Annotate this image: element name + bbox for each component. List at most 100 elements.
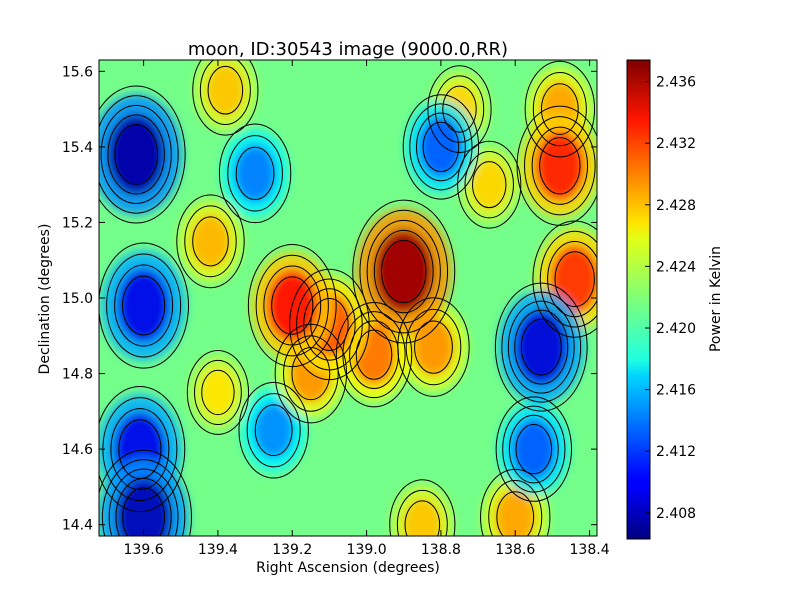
contour-ring (532, 220, 597, 338)
x-tick-label: 139.2 (272, 542, 312, 558)
contour-ring (494, 282, 588, 412)
contour-ring (186, 350, 250, 435)
contour-ring (192, 216, 229, 267)
contour-ring (409, 103, 473, 191)
heat-feature (418, 116, 464, 178)
plot-area (99, 60, 597, 536)
contour-ring (115, 478, 172, 536)
x-tick-label: 139.4 (198, 542, 238, 558)
colorbar-tick-label: 2.428 (656, 198, 696, 214)
heat-feature (206, 63, 245, 117)
contour-ring (520, 318, 562, 376)
contour-ring (201, 369, 235, 416)
contour-ring (218, 123, 292, 224)
colorbar-tick-label: 2.416 (656, 383, 696, 399)
contour-ring (495, 396, 573, 502)
contour-ring (238, 381, 309, 479)
y-tick-label: 15.4 (62, 140, 93, 156)
colorbar-tick-label: 2.408 (656, 506, 696, 522)
contour-ring (176, 194, 245, 289)
contour-ring (539, 137, 581, 195)
contour-ring (502, 405, 566, 493)
contour-ring (539, 230, 597, 328)
contour-ring (106, 253, 182, 358)
y-tick-label: 15.0 (62, 291, 93, 307)
heat-feature (373, 229, 434, 314)
contour-ring (464, 150, 514, 219)
contour-ring (235, 146, 275, 200)
contour-ring (121, 275, 166, 336)
y-tick-label: 14.4 (62, 518, 93, 534)
heat-feature (107, 114, 165, 195)
contour-ring (199, 60, 251, 126)
contour-ring (349, 320, 399, 389)
contour-ring (404, 500, 441, 536)
contour-ring (110, 408, 170, 491)
contour-ring (472, 161, 507, 209)
contour-ring (514, 309, 569, 385)
contour-ring (303, 288, 356, 361)
chart-title: moon, ID:30543 image (9000.0,RR) (188, 39, 508, 60)
colorbar-ticks: 2.408 2.412 2.416 2.420 2.424 2.428 2.432 2.436 (645, 75, 696, 522)
colorbar (626, 59, 651, 540)
colorbar-tick-label: 2.424 (656, 259, 696, 275)
contour-ring (207, 65, 244, 115)
colorbar-label: Power in Kelvin (708, 246, 724, 352)
contour-ring (457, 140, 522, 229)
contour-ring (442, 85, 477, 133)
contour-ring (414, 320, 453, 374)
colorbar-tick-label: 2.412 (656, 444, 696, 460)
heat-feature (412, 318, 455, 377)
contour-ring (352, 199, 456, 344)
contour-ring (366, 219, 441, 324)
x-tick-label: 138.6 (495, 542, 535, 558)
heat-feature (403, 498, 442, 536)
contour-ring (99, 386, 186, 513)
heat-feature (514, 309, 569, 385)
contour-ring (524, 116, 596, 216)
x-tick-label: 139.6 (124, 542, 164, 558)
contour-ring (271, 276, 314, 335)
contour-ring (516, 105, 597, 226)
heat-feature (253, 402, 295, 459)
x-tick-label: 138.4 (570, 542, 610, 558)
heat-feature (115, 477, 172, 536)
x-axis-ticks: 139.6 139.4 139.2 139.0 138.8 138.6 138.4 (124, 60, 610, 558)
heat-feature (494, 488, 536, 536)
contour-ring (508, 414, 559, 484)
colorbar-tick-label: 2.432 (656, 136, 696, 152)
contour-ring (99, 95, 179, 214)
contour-ring (246, 393, 301, 468)
contour-ring (524, 60, 596, 158)
contour-ring (480, 468, 551, 536)
heat-feature (117, 268, 170, 343)
contour-ring (254, 404, 293, 457)
heat-feature (511, 418, 557, 480)
heat-feature (199, 367, 236, 418)
contour-ring (99, 449, 192, 536)
x-tick-label: 138.8 (421, 542, 461, 558)
contour-ring (531, 126, 589, 205)
y-tick-label: 14.6 (62, 442, 93, 458)
heat-feature (550, 244, 597, 314)
x-axis-label: Right Ascension (degrees) (256, 560, 440, 576)
colorbar-tick-label: 2.420 (656, 321, 696, 337)
contour-ring (227, 135, 283, 212)
contour-ring (114, 124, 158, 185)
contour-ring (501, 291, 582, 403)
contour-ring (194, 359, 242, 426)
contour-ring (99, 242, 189, 369)
contour-ring (184, 205, 237, 278)
contour-ring (507, 300, 575, 394)
contour-ring (396, 489, 448, 536)
contour-ring (427, 65, 492, 154)
contour-ring (422, 121, 460, 172)
colorbar-tick-label: 2.436 (656, 75, 696, 91)
contour-ring (402, 94, 480, 200)
contour-ring (114, 264, 174, 347)
contour-ring (255, 254, 329, 357)
contour-ring (496, 491, 535, 536)
contour-ring (389, 479, 456, 536)
contour-ring (488, 480, 543, 536)
